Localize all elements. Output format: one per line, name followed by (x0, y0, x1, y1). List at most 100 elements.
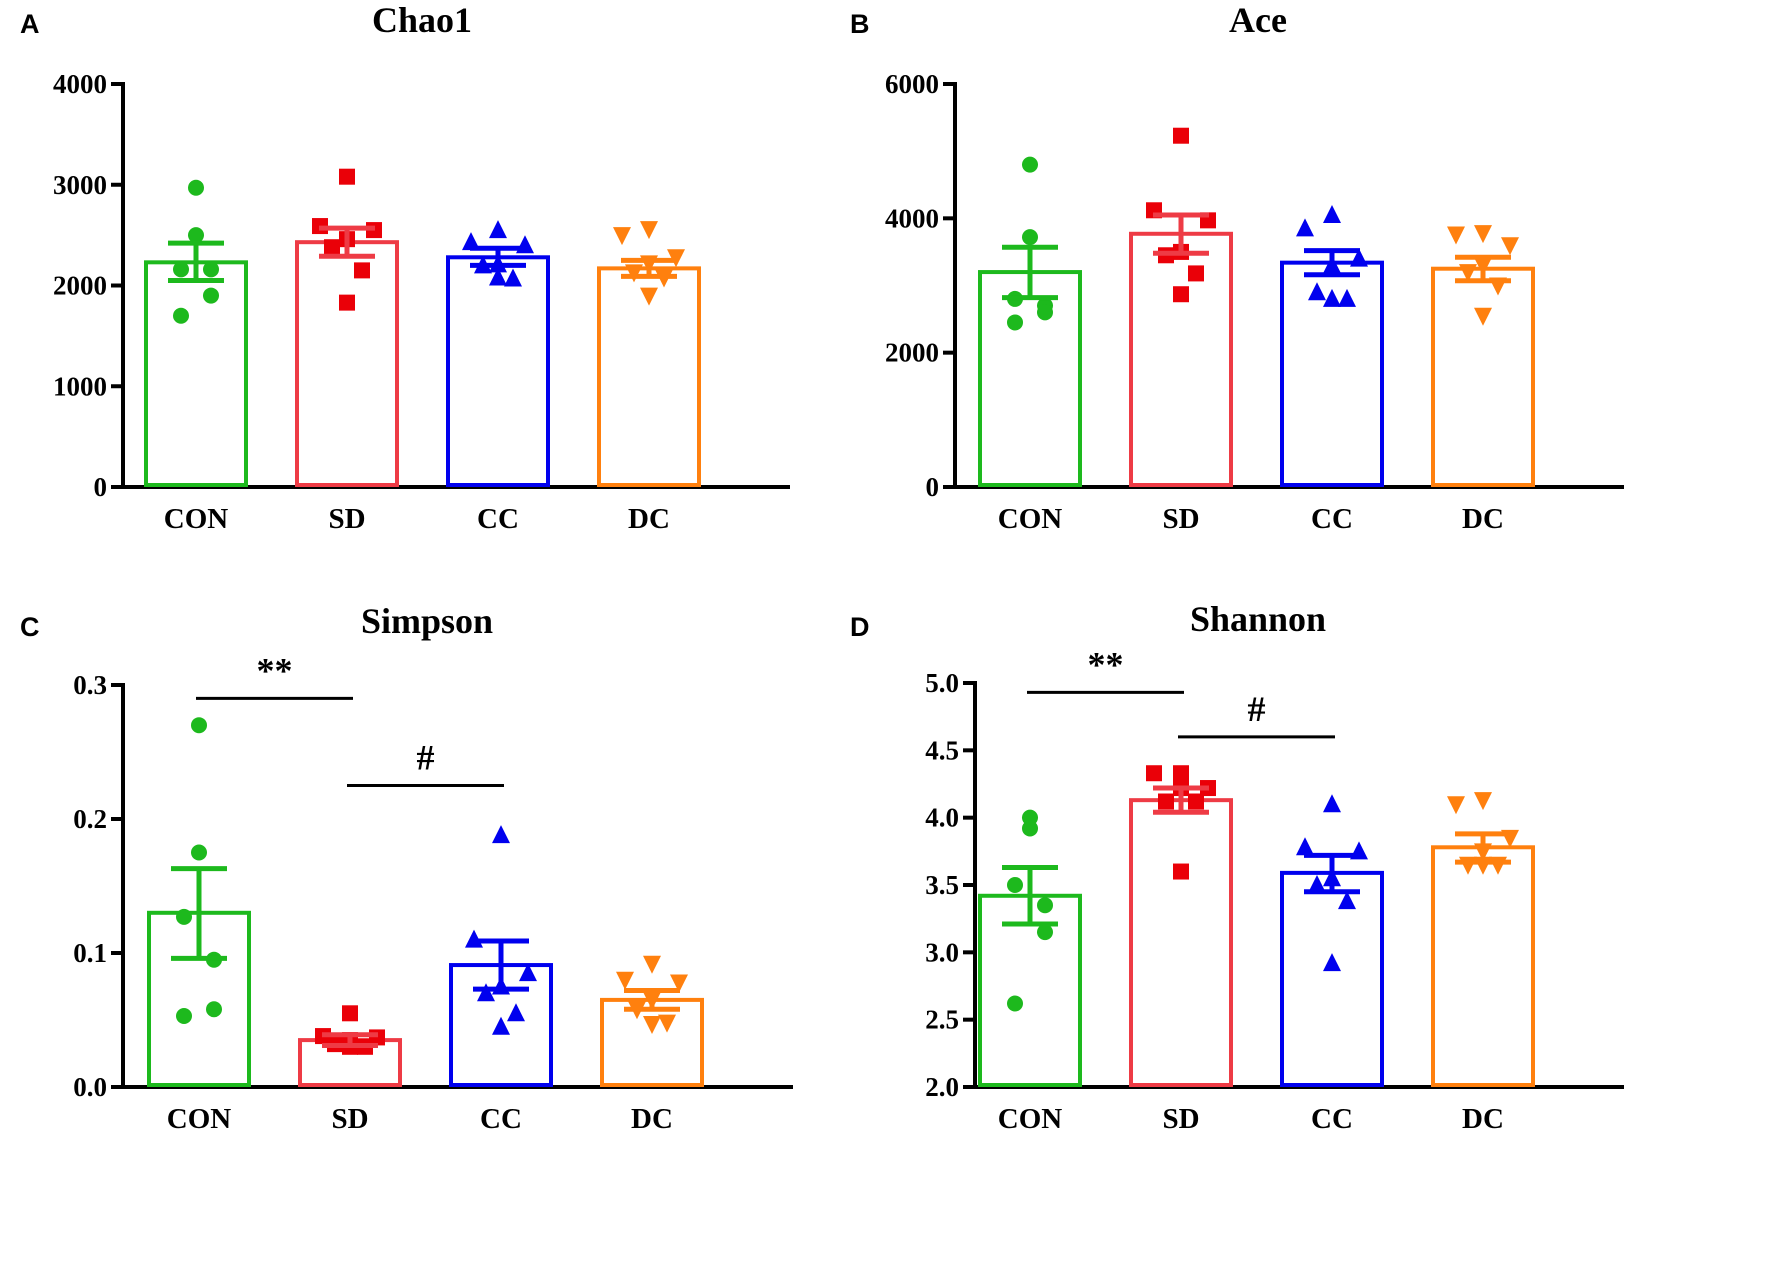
data-point (1323, 288, 1341, 307)
y-tick-label: 0 (94, 472, 108, 502)
data-point (1308, 282, 1326, 301)
data-point (1501, 237, 1519, 256)
group-dc (1431, 792, 1535, 1087)
data-point (1173, 765, 1189, 782)
y-tick-label: 0.0 (73, 1072, 107, 1102)
x-tick-label: SD (1162, 1103, 1199, 1135)
significance-annotation: ** (196, 650, 353, 700)
data-point (640, 221, 658, 240)
data-point (1173, 863, 1189, 880)
data-point (324, 239, 340, 256)
x-tick-label: CC (480, 1103, 522, 1135)
data-point (188, 227, 204, 244)
y-tick-label: 4.5 (925, 735, 959, 765)
data-point (173, 307, 189, 324)
data-point (616, 971, 634, 990)
panel-label: A (20, 9, 40, 39)
data-point (1323, 204, 1341, 223)
data-point (1037, 924, 1053, 941)
significance-annotation: # (1178, 689, 1335, 739)
x-tick-label: CC (1311, 1103, 1353, 1135)
y-tick-label: 4.0 (925, 803, 959, 833)
data-point (339, 294, 355, 311)
group-cc (446, 220, 550, 488)
group-con (978, 156, 1082, 488)
bar (1280, 870, 1384, 1087)
data-point (191, 717, 207, 734)
data-point (1459, 856, 1477, 875)
data-point (643, 955, 661, 974)
group-con (978, 809, 1082, 1087)
data-point (203, 287, 219, 304)
data-point (1474, 307, 1492, 326)
x-tick-label: SD (328, 503, 365, 535)
group-cc (1280, 204, 1384, 487)
data-point (1007, 314, 1023, 331)
data-point (519, 963, 537, 982)
data-point (1022, 156, 1038, 173)
significance-label: ** (257, 650, 293, 690)
chart-title: Ace (1229, 0, 1287, 40)
group-con (147, 717, 251, 1087)
group-cc (1280, 794, 1384, 1087)
significance-label: ** (1088, 644, 1124, 684)
x-tick-label: CON (164, 503, 229, 535)
data-point (489, 220, 507, 239)
data-point (1188, 793, 1204, 810)
group-sd (298, 1005, 402, 1087)
x-tick-label: CON (998, 1103, 1063, 1135)
data-point (1037, 897, 1053, 914)
y-axis: 0 1000 2000 3000 4000 (53, 69, 790, 502)
y-tick-label: 4000 (885, 203, 939, 233)
panel-label: C (20, 612, 40, 642)
x-tick-label: DC (628, 503, 670, 535)
data-point (1489, 856, 1507, 875)
y-tick-label: 2000 (885, 338, 939, 368)
x-tick-label: SD (331, 1103, 368, 1135)
data-point (1447, 226, 1465, 245)
x-tick-label: CON (167, 1103, 232, 1135)
bar (144, 260, 248, 488)
bar (600, 997, 704, 1088)
y-tick-label: 2000 (53, 271, 107, 301)
group-dc (597, 221, 701, 487)
y-tick-label: 3000 (53, 170, 107, 200)
data-point (354, 262, 370, 279)
data-point (1022, 229, 1038, 246)
data-point (625, 264, 643, 283)
x-tick-label: DC (1462, 1103, 1504, 1135)
data-point (1188, 265, 1204, 282)
data-point (1459, 264, 1477, 283)
chart-title: Shannon (1190, 599, 1326, 639)
y-tick-label: 6000 (885, 69, 939, 99)
data-point (1296, 218, 1314, 237)
panel-B: B Ace 0 2000 4000 6000 CON SD CC DC (850, 0, 1624, 535)
data-point (1447, 796, 1465, 815)
data-point (613, 227, 631, 246)
data-point (176, 908, 192, 925)
data-point (1338, 891, 1356, 910)
significance-label: # (417, 738, 435, 778)
data-point (670, 974, 688, 993)
data-point (658, 1014, 676, 1033)
data-point (1007, 877, 1023, 893)
group-dc (1431, 225, 1535, 488)
data-point (640, 287, 658, 306)
data-point (643, 1016, 661, 1035)
data-point (477, 983, 495, 1002)
data-point (1323, 794, 1341, 813)
y-tick-label: 2.5 (925, 1005, 959, 1035)
data-point (1022, 820, 1038, 837)
x-tick-label: CON (998, 503, 1063, 535)
group-sd (295, 168, 399, 487)
y-tick-label: 0.3 (73, 670, 107, 700)
data-point (1338, 288, 1356, 307)
data-point (1474, 225, 1492, 244)
chart-title: Simpson (361, 601, 493, 641)
data-point (1007, 995, 1023, 1012)
y-tick-label: 2.0 (925, 1072, 959, 1102)
data-point (173, 261, 189, 278)
data-point (1158, 793, 1174, 810)
bar (1129, 798, 1233, 1087)
data-point (1173, 127, 1189, 144)
